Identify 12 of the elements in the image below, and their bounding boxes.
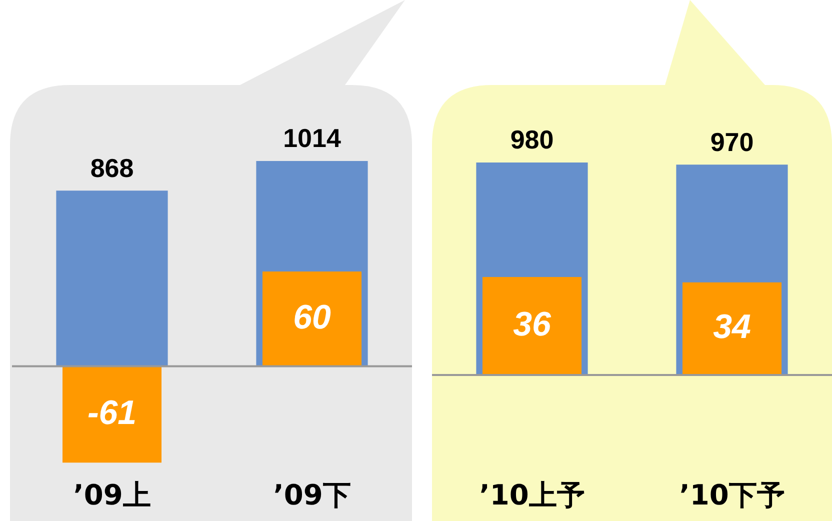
x-tick-label: ’09下 bbox=[273, 478, 351, 512]
x-tick-label: ’09上 bbox=[73, 478, 151, 512]
data-label: 1014 bbox=[283, 123, 342, 154]
data-label: -61 bbox=[87, 394, 137, 432]
data-label: 60 bbox=[293, 298, 331, 336]
data-label: 36 bbox=[513, 305, 552, 344]
data-label: 980 bbox=[510, 124, 554, 155]
data-label: 34 bbox=[713, 308, 751, 346]
x-tick-label: ’10上予 bbox=[479, 478, 585, 512]
data-label: 970 bbox=[710, 126, 754, 157]
data-label: 868 bbox=[90, 152, 134, 183]
x-tick-label: ’10下予 bbox=[679, 478, 785, 512]
